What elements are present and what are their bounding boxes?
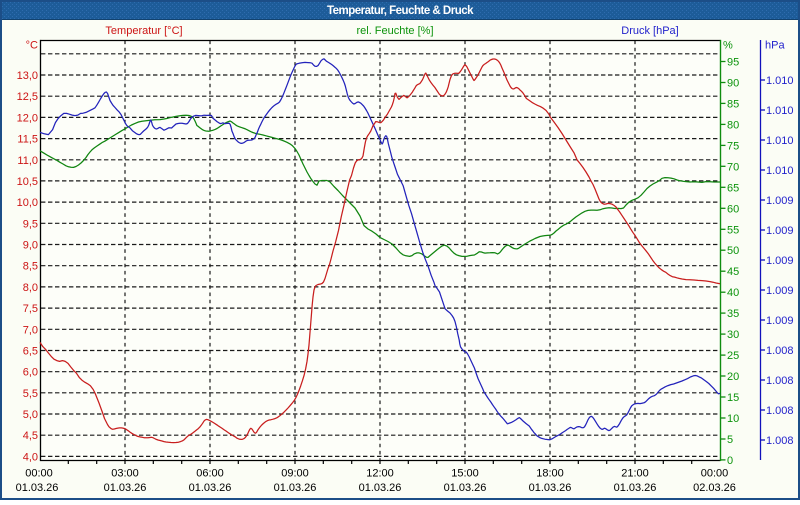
svg-text:Druck [hPa]: Druck [hPa]: [621, 25, 678, 37]
svg-text:1.008: 1.008: [766, 435, 794, 447]
svg-text:01.03.26: 01.03.26: [274, 482, 317, 494]
svg-text:60: 60: [727, 203, 739, 215]
svg-text:7,5: 7,5: [23, 303, 38, 315]
svg-text:8,5: 8,5: [23, 261, 38, 273]
svg-text:11,5: 11,5: [17, 134, 38, 146]
svg-text:18:00: 18:00: [536, 468, 564, 480]
svg-text:1.008: 1.008: [766, 405, 794, 417]
svg-text:11,0: 11,0: [17, 155, 38, 167]
svg-text:1.010: 1.010: [766, 135, 794, 147]
svg-text:15:00: 15:00: [451, 468, 479, 480]
svg-text:8,0: 8,0: [23, 282, 38, 294]
svg-text:90: 90: [727, 78, 739, 90]
svg-text:4,5: 4,5: [23, 430, 38, 442]
svg-text:30: 30: [727, 329, 739, 341]
svg-text:Temperatur [°C]: Temperatur [°C]: [105, 25, 182, 37]
svg-text:9,5: 9,5: [23, 218, 38, 230]
svg-text:06:00: 06:00: [196, 468, 224, 480]
svg-text:45: 45: [727, 266, 739, 278]
svg-text:03:00: 03:00: [111, 468, 139, 480]
svg-text:20: 20: [727, 371, 739, 383]
svg-text:1.009: 1.009: [766, 285, 794, 297]
svg-text:01.03.26: 01.03.26: [104, 482, 147, 494]
svg-text:%: %: [723, 40, 733, 52]
svg-text:1.009: 1.009: [766, 225, 794, 237]
svg-text:°C: °C: [26, 40, 38, 52]
svg-text:1.009: 1.009: [766, 195, 794, 207]
svg-text:02.03.26: 02.03.26: [693, 482, 736, 494]
svg-text:01.03.26: 01.03.26: [189, 482, 232, 494]
svg-text:1.008: 1.008: [766, 345, 794, 357]
svg-text:80: 80: [727, 119, 739, 131]
svg-text:hPa: hPa: [765, 40, 785, 52]
svg-text:55: 55: [727, 224, 739, 236]
svg-text:65: 65: [727, 182, 739, 194]
svg-text:21:00: 21:00: [621, 468, 649, 480]
svg-text:1.008: 1.008: [766, 375, 794, 387]
svg-text:00:00: 00:00: [701, 468, 729, 480]
svg-text:10: 10: [727, 413, 739, 425]
svg-text:Temperatur, Feuchte & Druck: Temperatur, Feuchte & Druck: [327, 5, 474, 17]
svg-text:12,5: 12,5: [17, 91, 38, 103]
svg-text:01.03.26: 01.03.26: [529, 482, 572, 494]
svg-text:rel. Feuchte [%]: rel. Feuchte [%]: [356, 25, 433, 37]
svg-text:15: 15: [727, 392, 739, 404]
svg-text:50: 50: [727, 245, 739, 257]
svg-text:10,0: 10,0: [17, 197, 38, 209]
svg-text:1.010: 1.010: [766, 75, 794, 87]
svg-text:1.009: 1.009: [766, 315, 794, 327]
svg-text:01.03.26: 01.03.26: [614, 482, 657, 494]
svg-text:95: 95: [727, 57, 739, 69]
svg-text:12,0: 12,0: [17, 112, 38, 124]
svg-text:40: 40: [727, 287, 739, 299]
svg-text:5: 5: [727, 434, 733, 446]
svg-text:10,5: 10,5: [17, 176, 38, 188]
svg-text:6,5: 6,5: [23, 346, 38, 358]
svg-text:13,0: 13,0: [17, 70, 38, 82]
svg-text:1.009: 1.009: [766, 255, 794, 267]
svg-text:01.03.26: 01.03.26: [444, 482, 487, 494]
svg-text:6,0: 6,0: [23, 367, 38, 379]
svg-text:4,0: 4,0: [23, 451, 38, 463]
svg-text:75: 75: [727, 140, 739, 152]
svg-text:35: 35: [727, 308, 739, 320]
svg-text:1.010: 1.010: [766, 165, 794, 177]
svg-text:0: 0: [727, 455, 733, 467]
svg-text:9,0: 9,0: [23, 240, 38, 252]
svg-text:12:00: 12:00: [366, 468, 394, 480]
svg-text:1.010: 1.010: [766, 105, 794, 117]
svg-text:7,0: 7,0: [23, 324, 38, 336]
svg-text:5,0: 5,0: [23, 409, 38, 421]
svg-text:09:00: 09:00: [281, 468, 309, 480]
svg-text:25: 25: [727, 350, 739, 362]
svg-text:01.03.26: 01.03.26: [16, 482, 59, 494]
svg-text:5,5: 5,5: [23, 388, 38, 400]
svg-text:00:00: 00:00: [25, 468, 53, 480]
svg-text:01.03.26: 01.03.26: [359, 482, 402, 494]
svg-text:70: 70: [727, 161, 739, 173]
svg-text:85: 85: [727, 98, 739, 110]
